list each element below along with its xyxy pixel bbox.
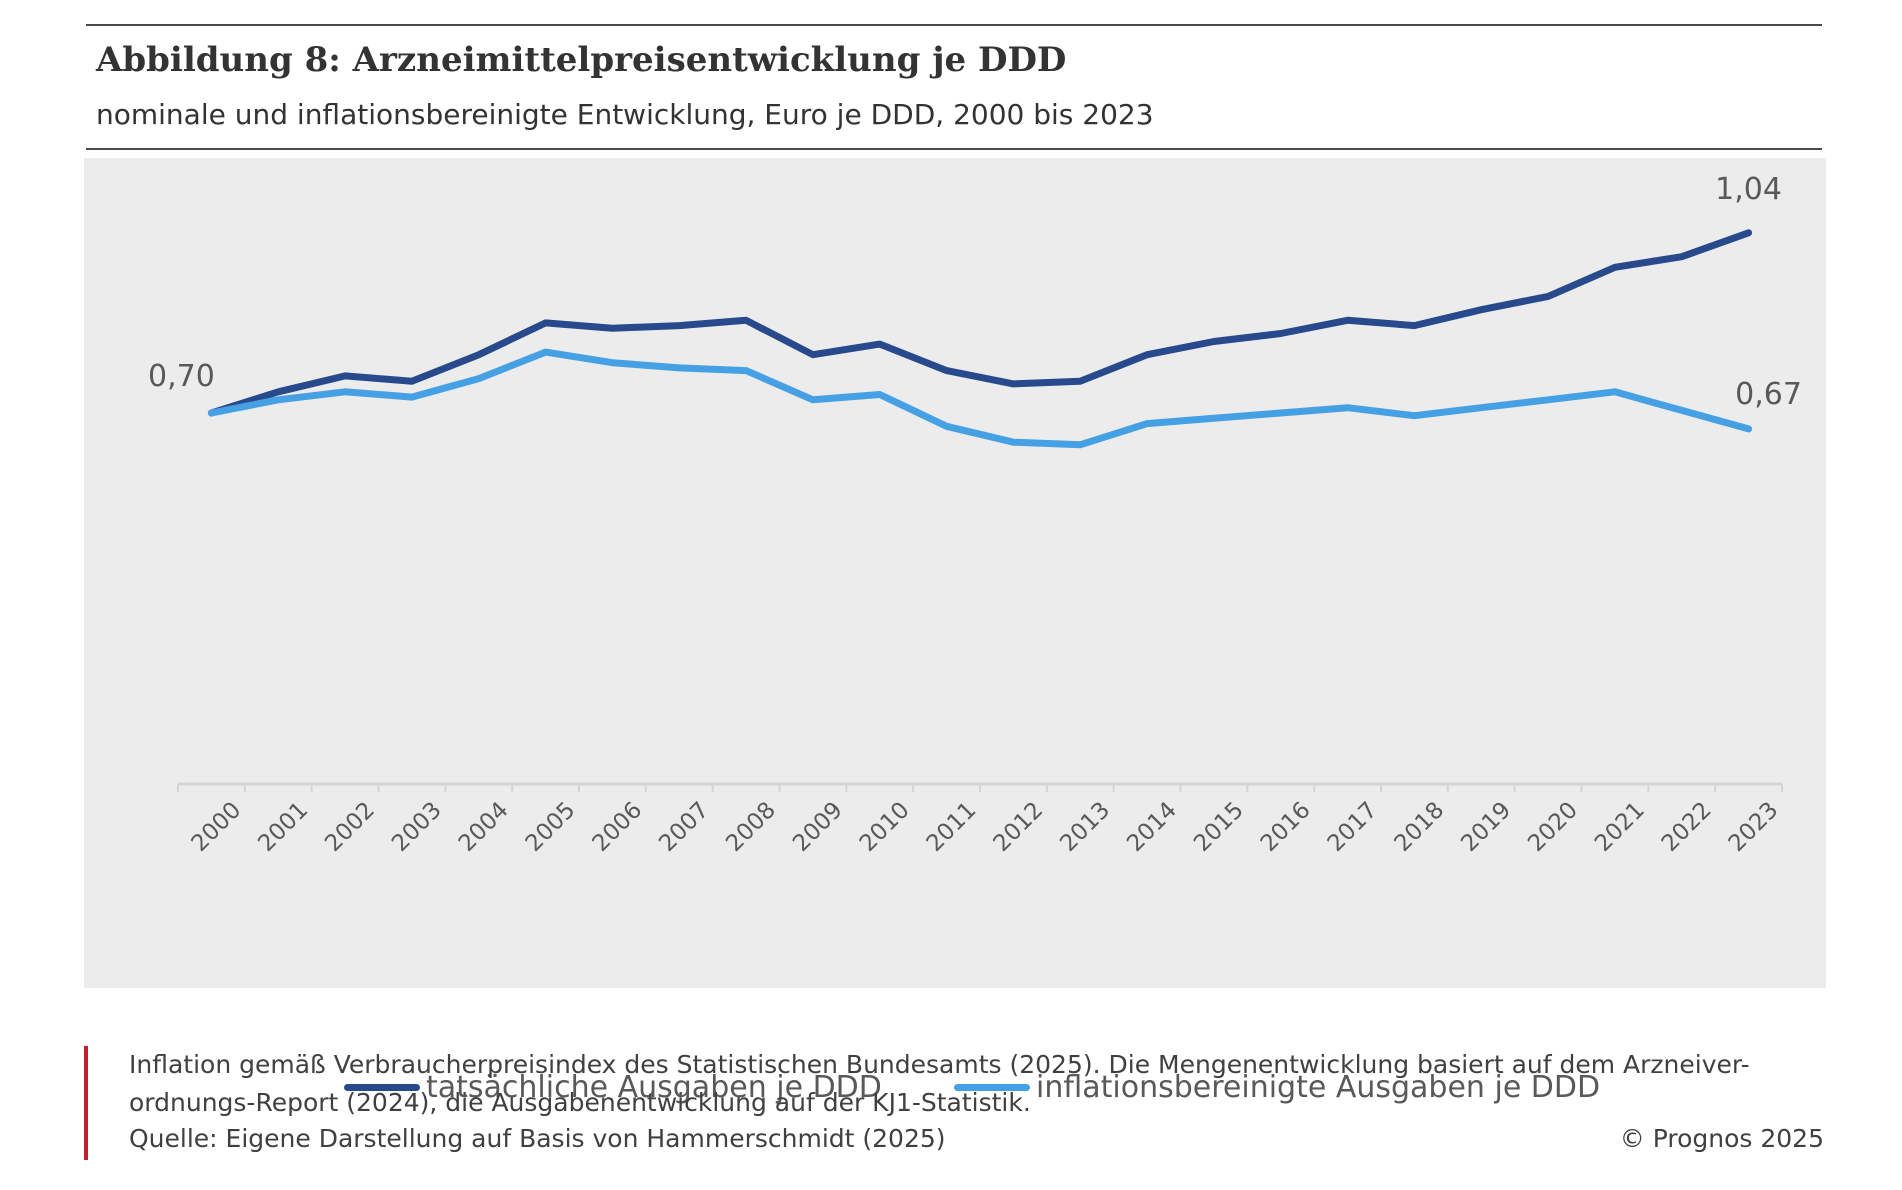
x-tick-label-2015: 2015 [1189,797,1249,857]
x-tick-label-2002: 2002 [320,797,380,857]
x-tick-label-2022: 2022 [1657,797,1717,857]
copyright-note: © Prognos 2025 [1619,1124,1824,1153]
x-tick-label-2008: 2008 [721,797,781,857]
x-tick-label-2009: 2009 [788,797,848,857]
header-rule [86,148,1822,150]
x-tick-label-2014: 2014 [1122,797,1182,857]
line-chart: 2000 2001 2002 2003 2004 2005 2006 2007 2008 2009… [148,172,1802,857]
chart-area: 2000 2001 2002 2003 2004 2005 2006 2007 2008 2009… [84,158,1826,1105]
x-tick-label-2021: 2021 [1590,797,1650,857]
legend-swatch-nominal [344,1083,420,1091]
data-label: 0,70 [148,359,215,394]
figure-title: Abbildung 8: Arzneimittelpreisentwicklun… [96,40,1067,80]
series-line-nominal [207,229,1753,417]
x-tick-label-2013: 2013 [1055,797,1115,857]
x-tick-label-2016: 2016 [1256,797,1316,857]
x-tick-label-2019: 2019 [1456,797,1516,857]
x-tick-label-2000: 2000 [187,797,247,857]
x-tick-label-2012: 2012 [989,797,1049,857]
x-tick-label-2007: 2007 [654,797,714,857]
series-line-inflation-adjusted [207,348,1753,449]
x-tick-label-2020: 2020 [1523,797,1583,857]
x-tick-label-2003: 2003 [387,797,447,857]
x-tick-label-2023: 2023 [1724,797,1784,857]
x-tick-label-2017: 2017 [1323,797,1383,857]
x-tick-label-2006: 2006 [588,797,648,857]
x-tick-label-2011: 2011 [922,797,982,857]
note-line-1: Inflation gemäß Verbraucherpreisindex de… [129,1050,1750,1079]
data-label: 1,04 [1715,172,1782,207]
legend-item-nominal: tatsächliche Ausgaben je DDD [344,1063,882,1111]
legend-item-inflation-adjusted: inflationsbereinigte Ausgaben je DDD [954,1063,1600,1111]
legend-swatch-inflation-adjusted [954,1083,1030,1091]
x-tick-label-2004: 2004 [454,797,514,857]
figure-subtitle: nominale und inflationsbereinigte Entwic… [96,98,1154,131]
x-tick-label-2005: 2005 [521,797,581,857]
x-tick-label-2018: 2018 [1390,797,1450,857]
x-tick-label-2001: 2001 [253,797,313,857]
legend-label-nominal: tatsächliche Ausgaben je DDD [426,1069,882,1105]
legend-label-inflation-adjusted: inflationsbereinigte Ausgaben je DDD [1036,1069,1601,1105]
data-label: 0,67 [1735,377,1802,412]
x-tick-label-2010: 2010 [855,797,915,857]
note-line-2: ordnungs-Report (2024), die Ausgabenentw… [129,1088,1031,1117]
source-note: Quelle: Eigene Darstellung auf Basis von… [129,1124,946,1153]
top-rule [86,24,1822,26]
notes-accent-bar [84,1046,88,1160]
